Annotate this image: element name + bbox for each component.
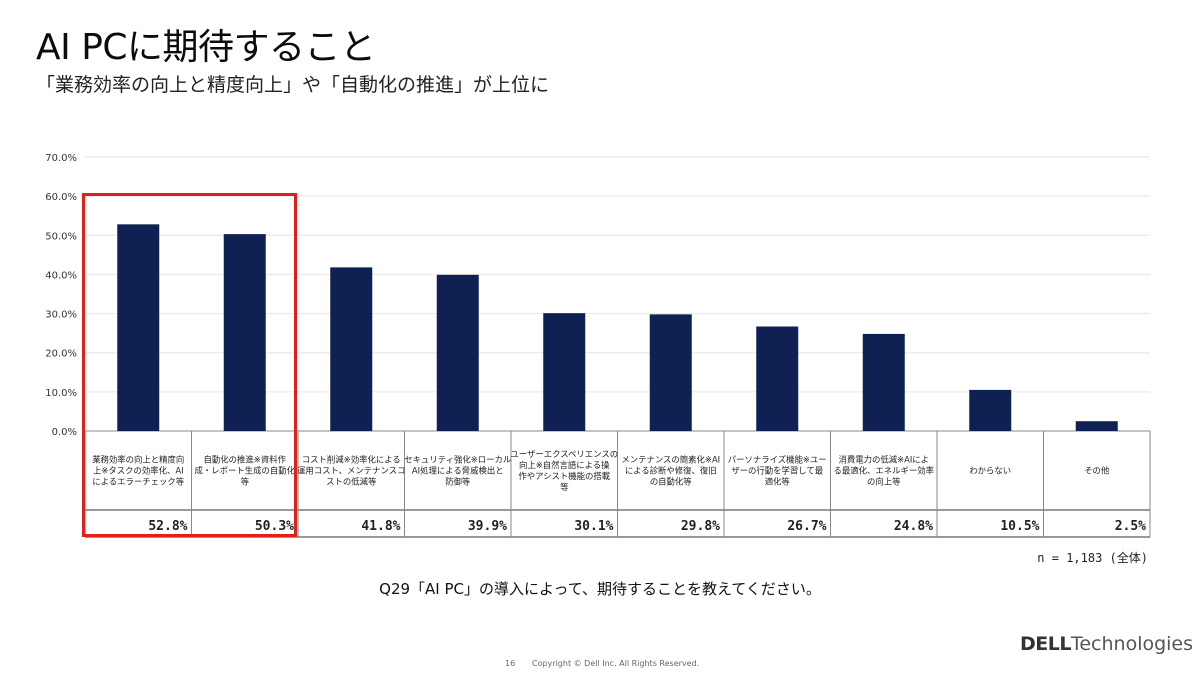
value-label: 52.8% <box>148 519 187 534</box>
page-title: AI PCに期待すること <box>36 27 376 68</box>
value-label: 41.8% <box>361 519 400 534</box>
question-text: Q29「AI PC」の導入によって、期待することを教えてください。 <box>379 580 821 598</box>
y-tick-label: 40.0% <box>45 270 77 281</box>
value-label: 29.8% <box>681 519 720 534</box>
value-label: 2.5% <box>1115 519 1146 534</box>
value-label: 10.5% <box>1000 519 1039 534</box>
category-label: ユーザーエクスペリエンスの向上※自然言語による操作やアシスト機能の搭載等 <box>510 449 618 492</box>
dell-technologies-logo: DELLTechnologies <box>1020 633 1193 655</box>
bar <box>223 234 266 431</box>
category-label: 消費電力の低減※AIによる最適化、エネルギー効率の向上等 <box>834 455 935 487</box>
brand-name-strong: DELL <box>1020 633 1071 655</box>
category-label: 自動化の推進※資料作成・レポート生成の自動化等 <box>195 455 296 487</box>
y-tick-label: 60.0% <box>45 192 77 203</box>
bar-chart: 0.0% 10.0% 20.0% 30.0% 40.0% 50.0% 60.0% 70.0% 業… <box>45 153 1151 538</box>
page-number: 16 <box>505 659 516 668</box>
bar <box>1075 421 1118 431</box>
y-tick-label: 70.0% <box>45 153 77 164</box>
bar <box>756 326 799 431</box>
y-tick-label: 10.0% <box>45 388 77 399</box>
bar <box>969 389 1012 431</box>
sample-size-label: n = 1,183 (全体) <box>1037 551 1148 565</box>
bar <box>436 274 479 431</box>
brand-name-light: Technologies <box>1070 633 1194 655</box>
copyright-text: Copyright © Dell Inc. All Rights Reserve… <box>532 659 700 668</box>
highlight-box <box>82 193 297 537</box>
bar <box>330 267 373 431</box>
category-label: その他 <box>1084 466 1110 476</box>
category-label: 業務効率の向上と精度向上※タスクの効率化、AI によるエラーチェック等 <box>92 455 184 487</box>
y-tick-label: 0.0% <box>52 427 77 438</box>
value-label: 30.1% <box>574 519 613 534</box>
y-tick-label: 20.0% <box>45 349 77 360</box>
category-label: セキュリティ強化※ローカル AI処理による脅威検出と防御等 <box>404 455 511 487</box>
bar <box>862 333 905 431</box>
category-label: コスト削減※効率化による運用コスト、メンテナンスコストの低減等 <box>297 455 406 487</box>
bar <box>649 314 692 431</box>
y-tick-label: 30.0% <box>45 310 77 321</box>
page-subtitle: 「業務効率の向上と精度向上」や「自動化の推進」が上位に <box>36 74 550 96</box>
category-label: メンテナンスの簡素化※AI による診断や修復、復旧の自動化等 <box>621 455 720 487</box>
category-label: パーソナライズ機能※ユーザーの行動を学習して最適化等 <box>728 455 827 487</box>
value-label: 50.3% <box>255 519 294 534</box>
value-label: 24.8% <box>894 519 933 534</box>
y-tick-label: 50.0% <box>45 231 77 242</box>
bar <box>117 224 160 431</box>
bar <box>543 313 586 431</box>
category-label: わからない <box>969 466 1011 476</box>
value-label: 26.7% <box>787 519 826 534</box>
value-label: 39.9% <box>468 519 507 534</box>
